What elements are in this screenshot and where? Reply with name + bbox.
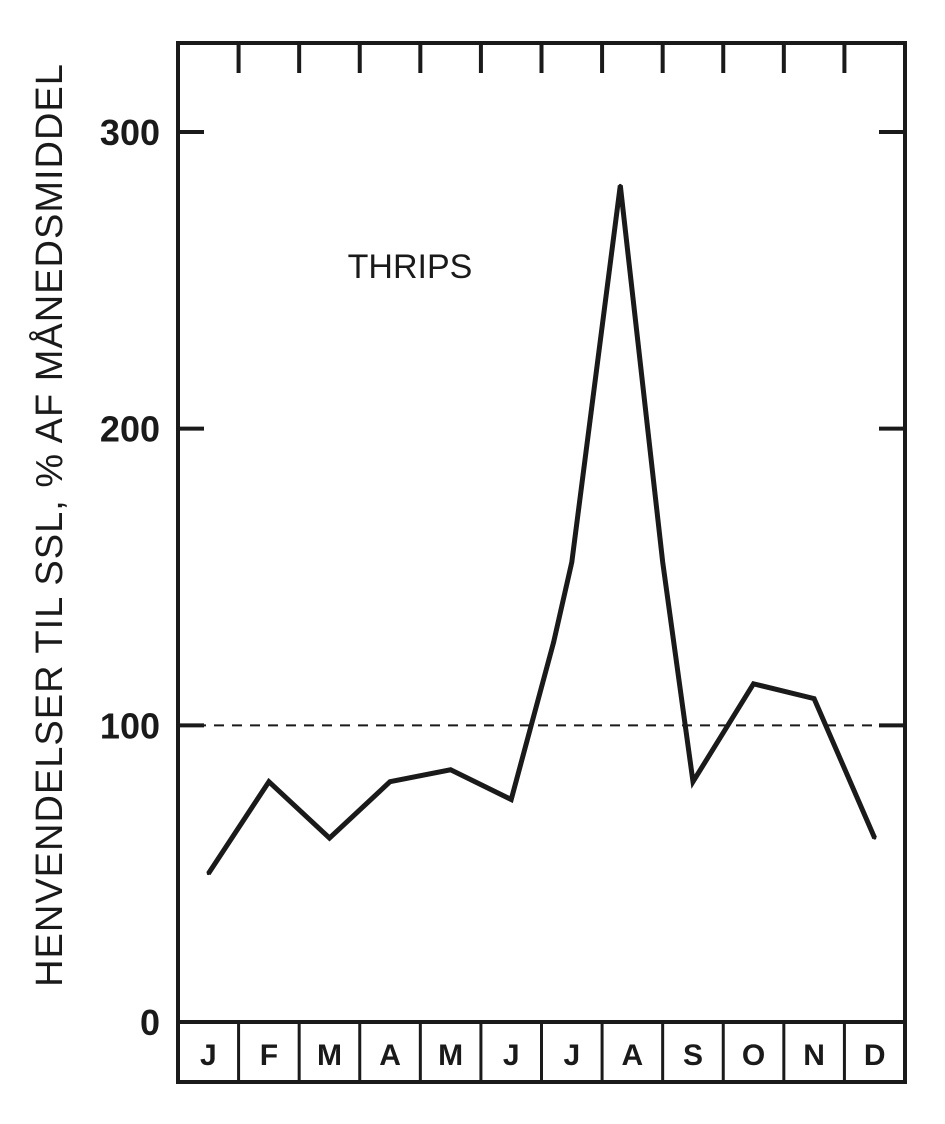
data-point <box>509 798 513 801</box>
month-label: S <box>683 1039 703 1072</box>
month-label: O <box>742 1039 765 1072</box>
y-axis-label: HENVENDELSER TIL SSL, % AF MÅNEDSMIDDEL <box>27 63 71 987</box>
month-label: J <box>503 1039 520 1072</box>
y-tick-label: 200 <box>100 409 160 450</box>
data-point <box>661 560 665 564</box>
month-label: D <box>864 1039 886 1072</box>
month-label: A <box>379 1039 401 1072</box>
series-line <box>206 185 877 876</box>
y-tick-label: 100 <box>100 705 160 746</box>
data-point <box>752 682 756 686</box>
month-label: M <box>438 1039 463 1072</box>
data-point <box>618 183 622 187</box>
month-label: A <box>622 1039 644 1072</box>
y-tick-label: 300 <box>100 112 160 153</box>
month-label: J <box>563 1039 580 1072</box>
y-axis-ticks: 0 100 200 300 <box>100 112 905 1043</box>
month-label: F <box>260 1039 278 1072</box>
data-point <box>812 697 816 701</box>
series-annotation: THRIPS <box>348 248 473 286</box>
y-tick-label: 0 <box>140 1002 160 1043</box>
data-point <box>570 560 574 564</box>
top-axis-ticks <box>236 43 847 73</box>
month-label: M <box>317 1039 342 1072</box>
data-point <box>388 780 392 784</box>
month-label: N <box>803 1039 825 1072</box>
data-point <box>873 836 877 840</box>
plot-frame <box>176 41 907 1024</box>
data-point <box>691 780 695 784</box>
data-point <box>552 640 556 644</box>
data-point <box>327 836 331 840</box>
data-point <box>267 780 271 784</box>
data-point <box>206 872 210 876</box>
data-point <box>449 768 453 772</box>
month-label: J <box>200 1039 217 1072</box>
